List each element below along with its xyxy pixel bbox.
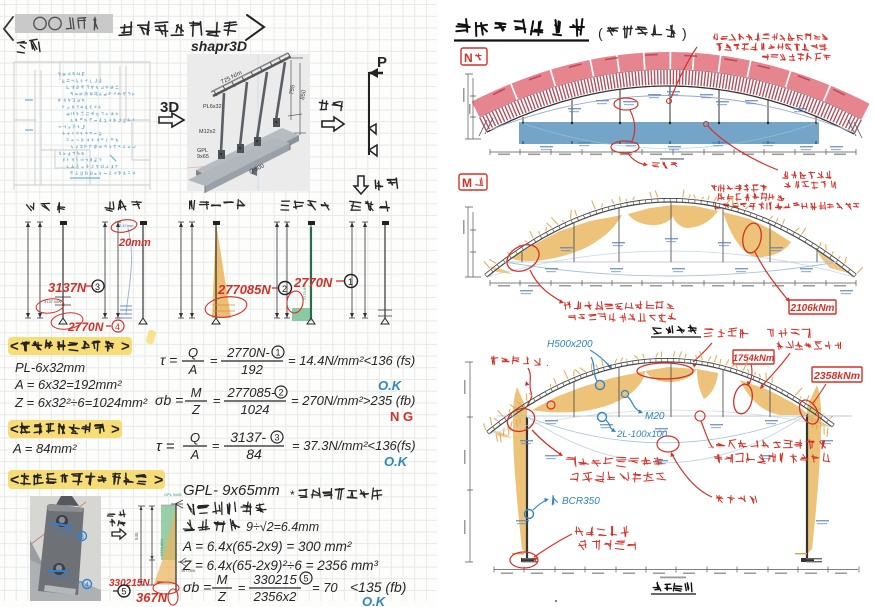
svg-text:): ) bbox=[682, 25, 687, 41]
svg-text:2.47mm: 2.47mm bbox=[119, 223, 134, 228]
svg-text:2770N: 2770N bbox=[293, 275, 333, 290]
svg-text:BCR350: BCR350 bbox=[562, 496, 600, 507]
svg-text:PL-6x32mm: PL-6x32mm bbox=[15, 360, 85, 375]
svg-text:A = 84mm²: A = 84mm² bbox=[12, 441, 77, 456]
svg-text:= 70: = 70 bbox=[312, 580, 338, 595]
svg-text:2106kNm: 2106kNm bbox=[790, 303, 835, 314]
svg-text:330215: 330215 bbox=[253, 572, 297, 587]
svg-text:M12x2: M12x2 bbox=[199, 129, 216, 135]
svg-text:M: M bbox=[191, 385, 202, 400]
svg-text:20mm: 20mm bbox=[118, 237, 151, 249]
svg-text:4: 4 bbox=[85, 582, 89, 589]
svg-text:.: . bbox=[546, 358, 549, 369]
svg-text:2770N: 2770N bbox=[52, 529, 69, 535]
svg-text:σb =: σb = bbox=[155, 392, 183, 408]
svg-text:2358kNm: 2358kNm bbox=[813, 370, 860, 382]
svg-text:192: 192 bbox=[241, 362, 263, 377]
svg-text:277085N: 277085N bbox=[217, 282, 271, 297]
svg-text:=: = bbox=[210, 353, 218, 368]
svg-text:2: 2 bbox=[278, 388, 283, 398]
svg-text:9x65: 9x65 bbox=[197, 154, 209, 160]
svg-text:N G: N G bbox=[390, 409, 413, 424]
svg-text:755: 755 bbox=[289, 84, 297, 96]
svg-text:A: A bbox=[190, 447, 200, 462]
svg-text:2770N: 2770N bbox=[67, 320, 104, 334]
svg-text:=: = bbox=[238, 580, 246, 595]
svg-text:>: > bbox=[154, 472, 163, 489]
svg-text:A = 6x32=192mm²: A = 6x32=192mm² bbox=[14, 377, 122, 392]
svg-text:GPL- 9x65mm: GPL- 9x65mm bbox=[183, 482, 280, 499]
svg-text:M: M bbox=[462, 176, 472, 190]
svg-text:τ =: τ = bbox=[160, 352, 177, 368]
svg-text:330215N: 330215N bbox=[109, 578, 150, 589]
svg-text:<135 (fb): <135 (fb) bbox=[350, 579, 406, 595]
svg-text:PL6x32: PL6x32 bbox=[203, 104, 222, 110]
svg-text:O.K: O.K bbox=[362, 594, 387, 607]
svg-text:84: 84 bbox=[246, 446, 262, 462]
svg-text:545: 545 bbox=[134, 532, 139, 540]
svg-text:O.K: O.K bbox=[384, 454, 409, 469]
svg-text:= 37.3N/mm²<136(fs): = 37.3N/mm²<136(fs) bbox=[292, 438, 416, 453]
svg-text:5: 5 bbox=[303, 574, 308, 584]
svg-text:O.K: O.K bbox=[378, 378, 403, 393]
svg-text:M20: M20 bbox=[645, 411, 665, 422]
svg-text:367N: 367N bbox=[136, 590, 168, 605]
svg-text:1: 1 bbox=[348, 277, 353, 287]
svg-text:2770.85N: 2770.85N bbox=[302, 283, 307, 300]
svg-text:5: 5 bbox=[122, 587, 127, 597]
svg-text:3137.08N: 3137.08N bbox=[44, 299, 61, 304]
svg-text:Z: Z bbox=[217, 589, 227, 604]
svg-text:GPL: GPL bbox=[197, 148, 208, 154]
svg-text:=: = bbox=[212, 438, 220, 453]
svg-text:<: < bbox=[10, 472, 19, 489]
svg-text:3137N: 3137N bbox=[48, 280, 87, 295]
svg-text:2: 2 bbox=[282, 284, 287, 294]
svg-text:1754kNm: 1754kNm bbox=[733, 353, 775, 364]
svg-text:850: 850 bbox=[300, 89, 308, 101]
svg-text:2356x2: 2356x2 bbox=[253, 589, 297, 604]
svg-text:9÷√2=6.4mm: 9÷√2=6.4mm bbox=[246, 520, 319, 534]
svg-text:Q: Q bbox=[188, 345, 198, 360]
svg-text:367.08N: 367.08N bbox=[181, 569, 196, 573]
svg-text:*: * bbox=[290, 488, 295, 502]
svg-text:3D: 3D bbox=[160, 99, 179, 116]
svg-text:Z: Z bbox=[191, 402, 201, 417]
svg-text:3: 3 bbox=[274, 433, 279, 443]
svg-text:A: A bbox=[188, 362, 198, 377]
svg-text:<: < bbox=[10, 338, 19, 355]
svg-text:σb =: σb = bbox=[183, 579, 211, 595]
svg-text:<: < bbox=[10, 421, 19, 438]
svg-text:N: N bbox=[464, 51, 473, 65]
svg-text:Z = 6x32²÷6=1024mm²: Z = 6x32²÷6=1024mm² bbox=[14, 395, 148, 410]
svg-text:4: 4 bbox=[115, 322, 120, 332]
svg-text:1024: 1024 bbox=[241, 402, 270, 417]
svg-text:2770N-: 2770N- bbox=[226, 345, 277, 360]
svg-text:3137-: 3137- bbox=[230, 429, 277, 445]
svg-text:Q: Q bbox=[190, 430, 200, 445]
svg-text:A = 6.4x(65-2x9) = 300 mm²: A = 6.4x(65-2x9) = 300 mm² bbox=[182, 539, 352, 554]
svg-text:τ =: τ = bbox=[156, 438, 175, 455]
svg-text:= 14.4N/mm²<136 (fs): = 14.4N/mm²<136 (fs) bbox=[288, 353, 415, 368]
svg-text:277085-: 277085- bbox=[227, 385, 283, 400]
svg-text:2770: 2770 bbox=[55, 575, 69, 581]
svg-text:H500x200: H500x200 bbox=[547, 339, 593, 350]
svg-text:= 270N/mm²>235 (fb): = 270N/mm²>235 (fb) bbox=[291, 393, 415, 408]
svg-text:2770.85N: 2770.85N bbox=[159, 539, 164, 556]
svg-text:2L-100x100: 2L-100x100 bbox=[616, 429, 668, 440]
svg-text:GPL 9x65: GPL 9x65 bbox=[164, 492, 182, 497]
svg-text:3: 3 bbox=[95, 282, 100, 292]
svg-text:M: M bbox=[217, 572, 228, 587]
svg-text:P: P bbox=[377, 54, 387, 71]
svg-text:3: 3 bbox=[80, 534, 84, 541]
svg-text:Z = 6.4x(65-2x9)²÷6 = 2356 mm³: Z = 6.4x(65-2x9)²÷6 = 2356 mm³ bbox=[182, 558, 378, 573]
svg-text:→: → bbox=[706, 441, 716, 452]
svg-text:1: 1 bbox=[275, 348, 280, 358]
svg-text:(: ( bbox=[598, 25, 603, 41]
svg-text:>: > bbox=[121, 338, 130, 355]
svg-text:shapr3D: shapr3D bbox=[191, 38, 247, 54]
svg-text:=: = bbox=[213, 393, 221, 408]
svg-text:>: > bbox=[111, 421, 120, 438]
